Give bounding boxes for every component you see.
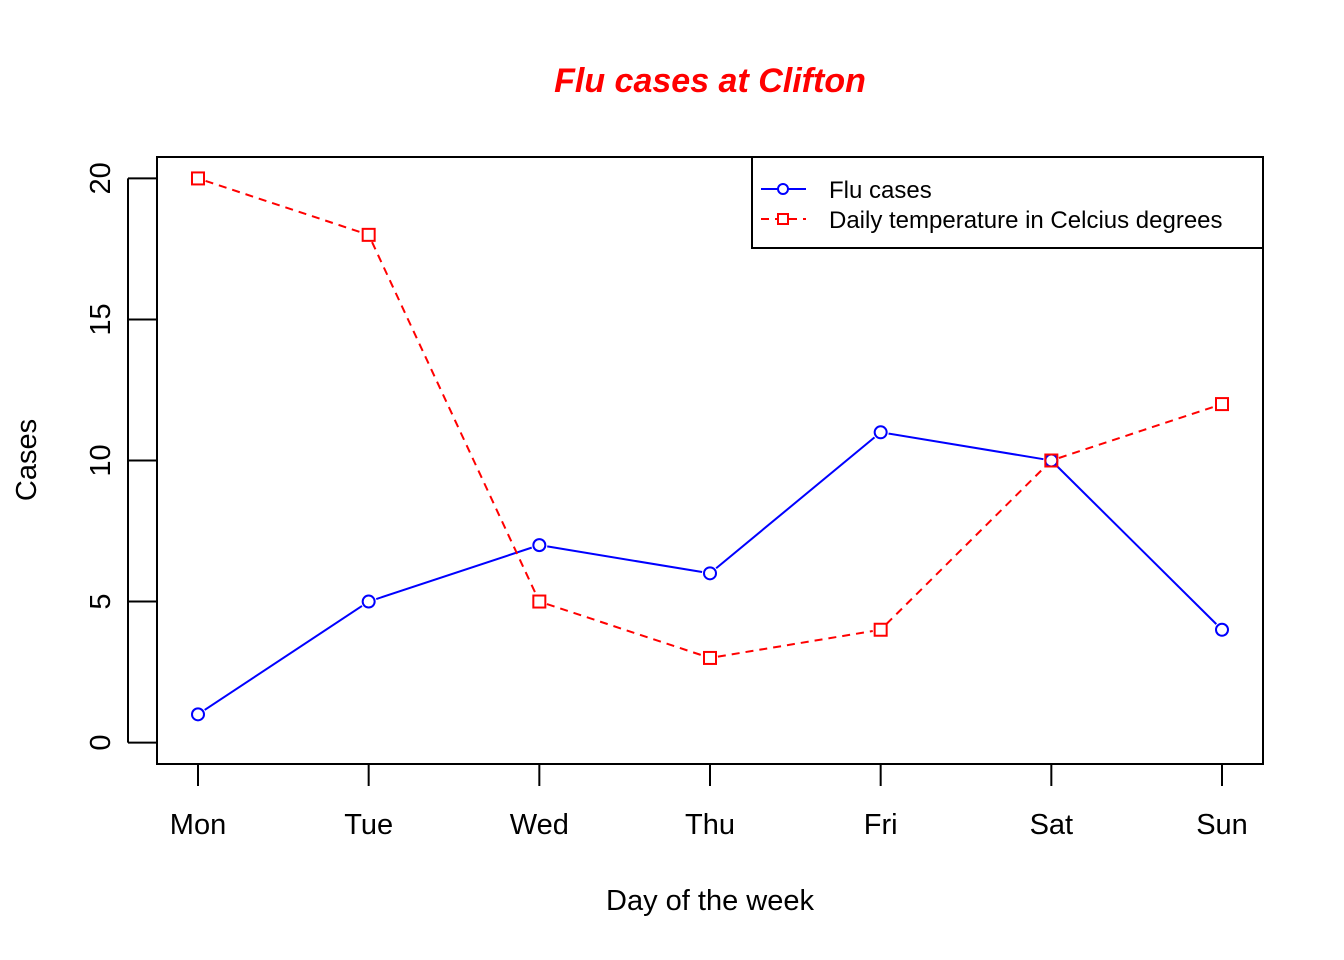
data-point — [703, 650, 717, 665]
data-point — [1215, 622, 1229, 637]
data-point — [191, 707, 205, 722]
data-point — [1044, 453, 1059, 468]
series-line-segment — [1058, 405, 1215, 459]
data-point — [873, 425, 888, 440]
y-tick-label: 20 — [85, 162, 117, 194]
y-tick-label: 0 — [85, 734, 117, 750]
x-tick-label: Fri — [864, 809, 898, 841]
legend-item: Daily temperature in Celcius degrees — [761, 207, 1223, 234]
data-point — [532, 538, 547, 553]
series-1 — [191, 425, 1229, 722]
x-axis: Mon Tue Wed Thu Fri Sat Sun — [170, 763, 1248, 841]
series-layer — [191, 171, 1229, 722]
data-point — [532, 594, 547, 609]
series-line-segment — [204, 605, 363, 711]
legend-item: Flu cases — [761, 177, 932, 204]
data-point — [361, 227, 376, 242]
x-tick-label: Wed — [510, 809, 569, 841]
y-tick-label: 15 — [85, 303, 117, 335]
series-2 — [191, 171, 1229, 665]
series-line-segment — [885, 465, 1047, 625]
x-tick-label: Tue — [344, 809, 393, 841]
series-line-segment — [546, 603, 703, 657]
x-axis-label: Day of the week — [606, 885, 814, 917]
x-tick-label: Thu — [685, 809, 735, 841]
series-line-segment — [547, 545, 703, 574]
series-line-segment — [715, 436, 876, 570]
legend-marker — [777, 213, 789, 225]
x-tick-label: Sat — [1030, 809, 1074, 841]
x-tick-label: Sun — [1196, 809, 1248, 841]
data-point — [361, 594, 376, 609]
legend: Flu cases Daily temperature in Celcius de… — [751, 156, 1264, 249]
legend-label: Flu cases — [829, 177, 932, 204]
series-line-segment — [371, 241, 537, 595]
legend-marker — [777, 183, 789, 195]
data-point — [1215, 397, 1229, 412]
data-point — [873, 622, 888, 637]
series-line-segment — [717, 630, 873, 658]
chart-title: Flu cases at Clifton — [554, 62, 866, 100]
y-axis: 0 5 10 15 20 — [85, 162, 157, 751]
x-tick-label: Mon — [170, 809, 226, 841]
y-tick-label: 10 — [85, 444, 117, 476]
series-line-segment — [205, 179, 362, 234]
series-line-segment — [375, 546, 533, 600]
series-line-segment — [888, 432, 1044, 461]
data-point — [1044, 453, 1059, 468]
series-line-segment — [1056, 465, 1218, 625]
y-tick-label: 5 — [85, 593, 117, 609]
legend-label: Daily temperature in Celcius degrees — [829, 207, 1223, 234]
y-axis-label: Cases — [11, 419, 43, 501]
data-point — [191, 171, 205, 186]
data-point — [703, 566, 717, 581]
legend-box — [751, 156, 1264, 249]
